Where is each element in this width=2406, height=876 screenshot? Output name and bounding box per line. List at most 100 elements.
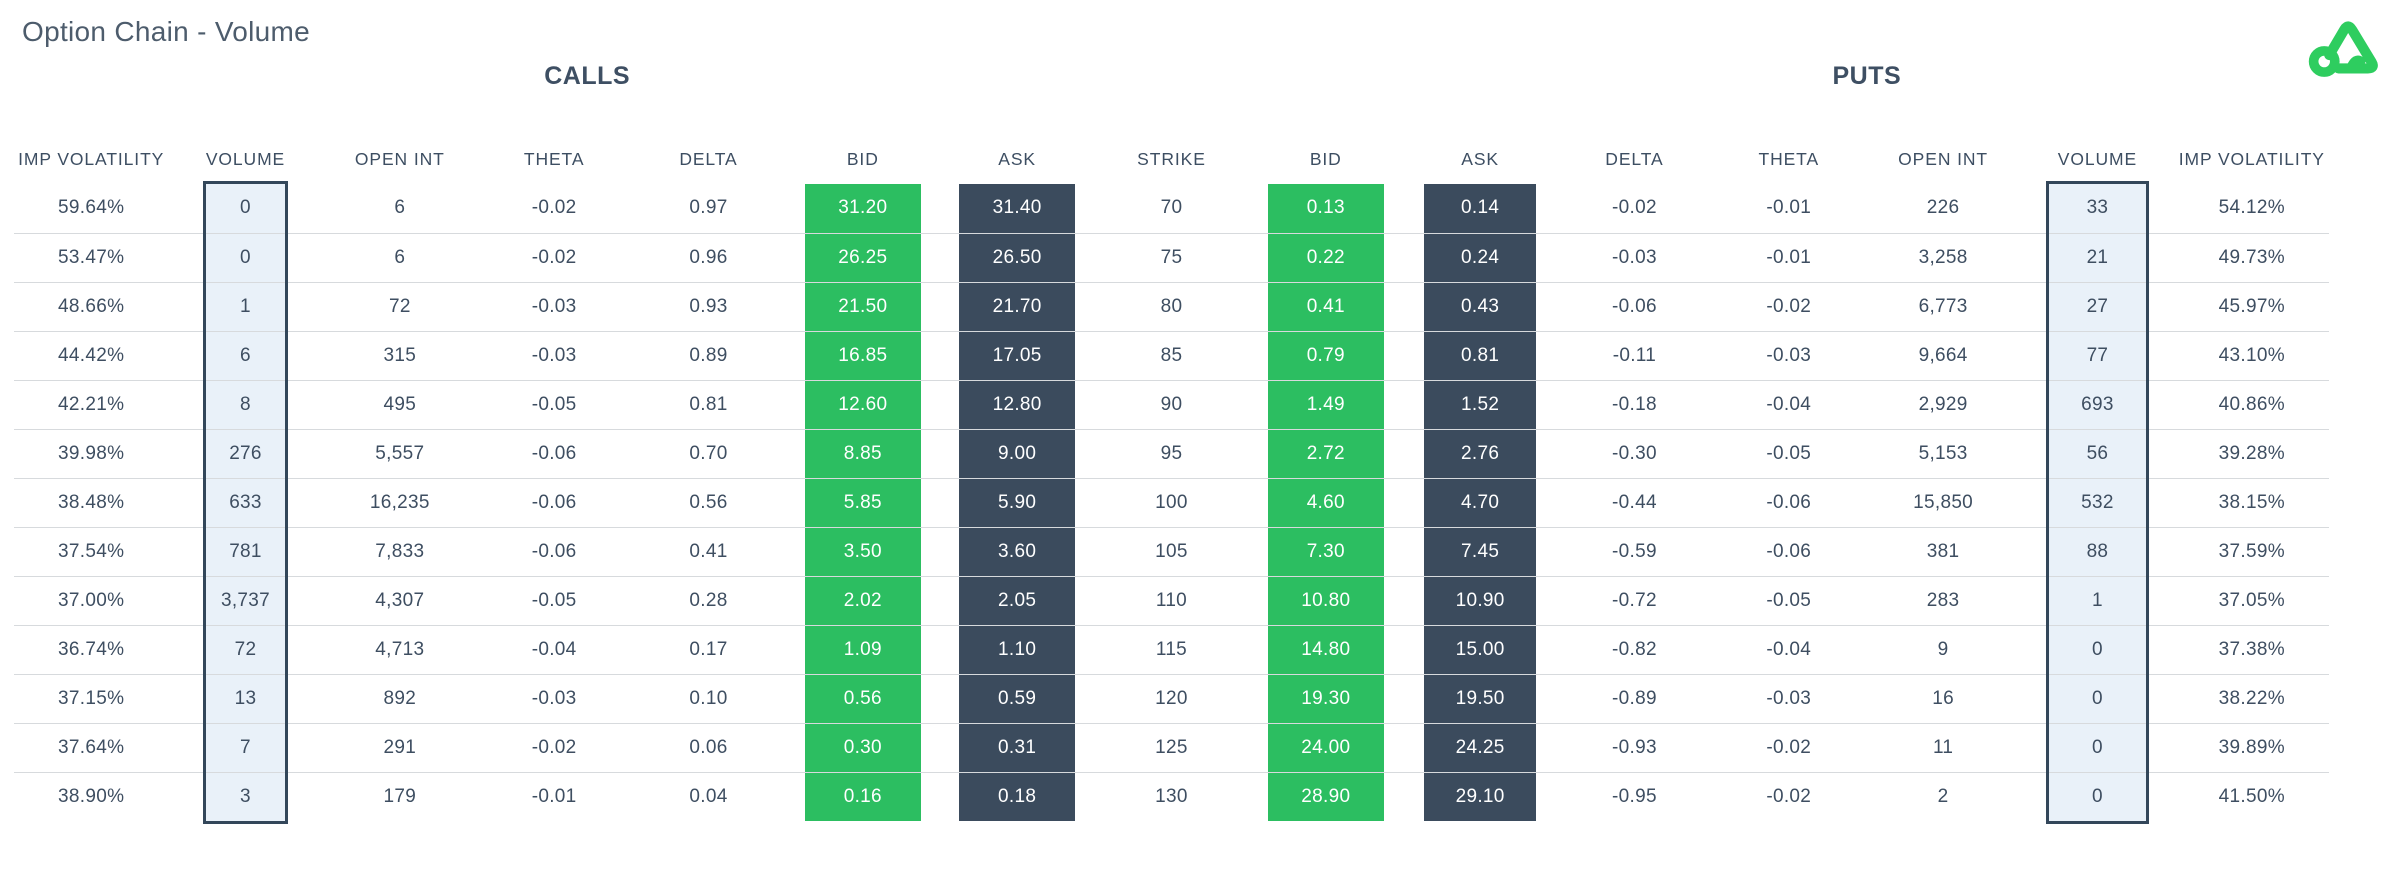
cell-call_ask[interactable]: 26.50 — [939, 233, 1095, 283]
cell-call_bid[interactable]: 26.25 — [785, 233, 940, 283]
cell-put_open_int: 9 — [1865, 625, 2021, 675]
cell-put_theta: -0.04 — [1711, 625, 1866, 675]
cell-put_delta: -0.72 — [1557, 576, 1712, 626]
cell-put_delta: -0.82 — [1557, 625, 1712, 675]
cell-put_ask[interactable]: 7.45 — [1402, 527, 1558, 577]
cell-put_iv: 40.86% — [2174, 380, 2329, 430]
column-header-put_theta: THETA — [1758, 149, 1820, 169]
option-row: 37.64% 7 291 -0.02 0.06 0.30 0.31 125 24.00 24.25… — [14, 723, 2329, 773]
cell-call_ask[interactable]: 17.05 — [939, 331, 1095, 381]
cell-call_ask[interactable]: 0.31 — [939, 723, 1095, 773]
cell-put_bid[interactable]: 1.49 — [1248, 380, 1403, 430]
cell-call_volume: 8 — [168, 380, 323, 430]
cell-put_bid[interactable]: 28.90 — [1249, 772, 1403, 821]
cell-call_bid[interactable]: 8.85 — [785, 429, 940, 479]
cell-call_ask[interactable]: 3.60 — [939, 527, 1095, 577]
cell-put_delta: -0.44 — [1557, 478, 1712, 528]
cell-put_bid[interactable]: 10.80 — [1248, 576, 1403, 626]
cell-call_bid[interactable]: 0.16 — [786, 772, 940, 821]
cell-put_bid[interactable]: 0.13 — [1248, 184, 1403, 234]
cell-put_ask[interactable]: 0.14 — [1402, 184, 1558, 234]
cell-call_bid[interactable]: 5.85 — [785, 478, 940, 528]
cell-call_ask[interactable]: 9.00 — [939, 429, 1095, 479]
cell-call_theta: -0.02 — [476, 723, 632, 773]
cell-put_open_int: 283 — [1865, 576, 2021, 626]
cell-put_bid[interactable]: 0.79 — [1248, 331, 1403, 381]
cell-call_open_int: 6 — [322, 184, 477, 234]
cell-put_volume: 693 — [2020, 380, 2175, 430]
cell-call_ask[interactable]: 2.05 — [939, 576, 1095, 626]
cell-put_theta: -0.04 — [1711, 380, 1866, 430]
cell-call_bid[interactable]: 2.02 — [785, 576, 940, 626]
cell-put_ask[interactable]: 4.70 — [1402, 478, 1558, 528]
cell-put_iv: 43.10% — [2174, 331, 2329, 381]
cell-put_bid[interactable]: 4.60 — [1248, 478, 1403, 528]
cell-call_bid[interactable]: 0.30 — [785, 723, 940, 773]
cell-call_bid[interactable]: 1.09 — [785, 625, 940, 675]
cell-put_ask[interactable]: 0.24 — [1402, 233, 1558, 283]
cell-call_theta: -0.06 — [476, 527, 632, 577]
cell-put_iv: 45.97% — [2174, 282, 2329, 332]
cell-put_open_int: 15,850 — [1865, 478, 2021, 528]
cell-put_volume: 0 — [2020, 772, 2174, 821]
cell-call_bid[interactable]: 0.56 — [785, 674, 940, 724]
cell-put_volume: 88 — [2020, 527, 2175, 577]
cell-put_iv: 41.50% — [2218, 785, 2285, 807]
cell-strike: 85 — [1094, 331, 1249, 381]
cell-call_volume: 13 — [168, 674, 323, 724]
column-header-call_iv: IMP VOLATILITY — [18, 149, 165, 169]
cell-call_open_int: 5,557 — [322, 429, 477, 479]
cell-call_ask[interactable]: 12.80 — [939, 380, 1095, 430]
cell-put_bid[interactable]: 0.41 — [1248, 282, 1403, 332]
column-header-put_iv: IMP VOLATILITY — [2178, 149, 2325, 169]
cell-put_ask[interactable]: 2.76 — [1402, 429, 1558, 479]
cell-put_open_int: 2 — [1937, 785, 1949, 807]
option-row: 39.98% 276 5,557 -0.06 0.70 8.85 9.00 95 2.72 2.7… — [14, 429, 2329, 479]
cell-call_delta: 0.10 — [631, 674, 786, 724]
cell-put_theta: -0.02 — [1766, 785, 1812, 807]
cell-call_iv: 37.15% — [14, 674, 169, 724]
cell-put_ask[interactable]: 29.10 — [1403, 772, 1557, 821]
cell-put_ask[interactable]: 1.52 — [1402, 380, 1558, 430]
cell-put_volume: 0 — [2020, 674, 2175, 724]
cell-call_bid[interactable]: 12.60 — [785, 380, 940, 430]
cell-put_ask[interactable]: 10.90 — [1402, 576, 1558, 626]
column-header-call_theta: THETA — [523, 149, 585, 169]
cell-call_bid[interactable]: 3.50 — [785, 527, 940, 577]
cell-call_ask[interactable]: 21.70 — [939, 282, 1095, 332]
cell-put_delta: -0.59 — [1557, 527, 1712, 577]
cell-put_bid[interactable]: 14.80 — [1248, 625, 1403, 675]
cell-call_iv: 38.48% — [14, 478, 169, 528]
cell-call_theta: -0.05 — [476, 380, 632, 430]
group-header-row: CALLS PUTS — [14, 56, 2329, 96]
cell-call_open_int: 179 — [383, 785, 417, 807]
cell-strike: 100 — [1094, 478, 1249, 528]
cell-call_ask[interactable]: 31.40 — [939, 184, 1095, 234]
cell-call_ask[interactable]: 0.59 — [939, 674, 1095, 724]
cell-put_ask[interactable]: 0.43 — [1402, 282, 1558, 332]
cell-put_bid[interactable]: 2.72 — [1248, 429, 1403, 479]
option-row: 48.66% 1 72 -0.03 0.93 21.50 21.70 80 0.41 0.43 -0… — [14, 282, 2329, 332]
cell-put_bid[interactable]: 7.30 — [1248, 527, 1403, 577]
cell-put_ask[interactable]: 19.50 — [1402, 674, 1558, 724]
cell-put_ask[interactable]: 24.25 — [1402, 723, 1558, 773]
cell-call_bid[interactable]: 21.50 — [785, 282, 940, 332]
cell-put_open_int: 16 — [1865, 674, 2021, 724]
cell-call_bid[interactable]: 16.85 — [785, 331, 940, 381]
cell-put_bid[interactable]: 24.00 — [1248, 723, 1403, 773]
cell-put_ask[interactable]: 15.00 — [1402, 625, 1558, 675]
cell-call_theta: -0.03 — [476, 282, 632, 332]
cell-call_bid[interactable]: 31.20 — [785, 184, 940, 234]
cell-call_ask[interactable]: 5.90 — [939, 478, 1095, 528]
cell-put_ask[interactable]: 0.81 — [1402, 331, 1558, 381]
column-header-call_volume: VOLUME — [205, 149, 286, 169]
column-header-call_open_int: OPEN INT — [354, 149, 445, 169]
cell-put_bid[interactable]: 0.22 — [1248, 233, 1403, 283]
cell-put_iv: 39.28% — [2174, 429, 2329, 479]
cell-put_bid[interactable]: 19.30 — [1248, 674, 1403, 724]
option-row: 36.74% 72 4,713 -0.04 0.17 1.09 1.10 115 14.80 15… — [14, 625, 2329, 675]
cell-call_ask[interactable]: 1.10 — [939, 625, 1095, 675]
cell-call_ask[interactable]: 0.18 — [940, 772, 1094, 821]
cell-put_iv: 54.12% — [2174, 184, 2329, 234]
cell-put_open_int: 3,258 — [1865, 233, 2021, 283]
